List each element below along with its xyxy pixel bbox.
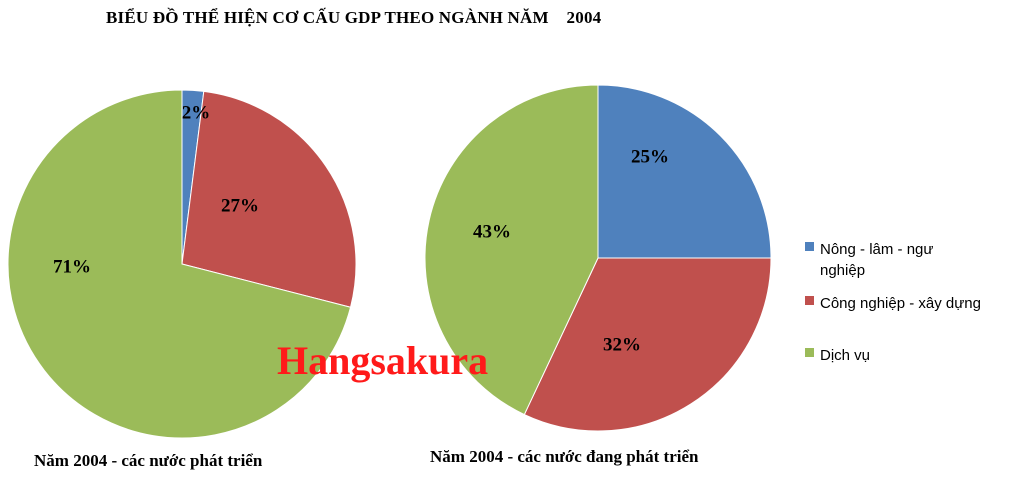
data-label-developing-agriculture: 25% [631, 146, 669, 167]
data-label-developing-industry: 32% [603, 334, 641, 355]
legend-swatch-industry [805, 296, 814, 305]
watermark: Hangsakura [277, 338, 488, 383]
legend-label-agriculture-line2: nghiệp [820, 262, 865, 279]
pie-slice-developing-services [424, 84, 599, 416]
pie-slice-developed-services [7, 89, 352, 439]
legend-label-agriculture-line1: Nông - lâm - ngư [820, 241, 933, 258]
pie-developed: 2% 27% 71% [7, 89, 357, 439]
data-label-developed-services: 71% [53, 256, 91, 277]
data-label-developed-agriculture: 2% [182, 102, 211, 123]
data-label-developed-industry: 27% [221, 195, 259, 216]
data-label-developing-services: 43% [473, 221, 511, 242]
legend-label-services: Dịch vụ [820, 347, 870, 364]
pie-slice-developing-industry [523, 257, 772, 432]
pie-caption-developed: Năm 2004 - các nước phát triển [34, 451, 263, 470]
pie-slice-developed-industry [181, 90, 357, 308]
pie-slice-developing-agriculture [597, 84, 772, 259]
legend-swatch-services [805, 348, 814, 357]
legend-label-industry: Công nghiệp - xây dựng [820, 295, 981, 312]
pie-developing: 25% 32% 43% [424, 84, 772, 432]
pie-caption-developing: Năm 2004 - các nước đang phát triển [430, 447, 699, 466]
legend: Nông - lâm - ngư nghiệp Công nghiệp - xâ… [805, 241, 981, 364]
chart-title: BIỂU ĐỒ THỂ HIỆN CƠ CẤU GDP THEO NGÀNH N… [106, 8, 602, 27]
legend-swatch-agriculture [805, 242, 814, 251]
